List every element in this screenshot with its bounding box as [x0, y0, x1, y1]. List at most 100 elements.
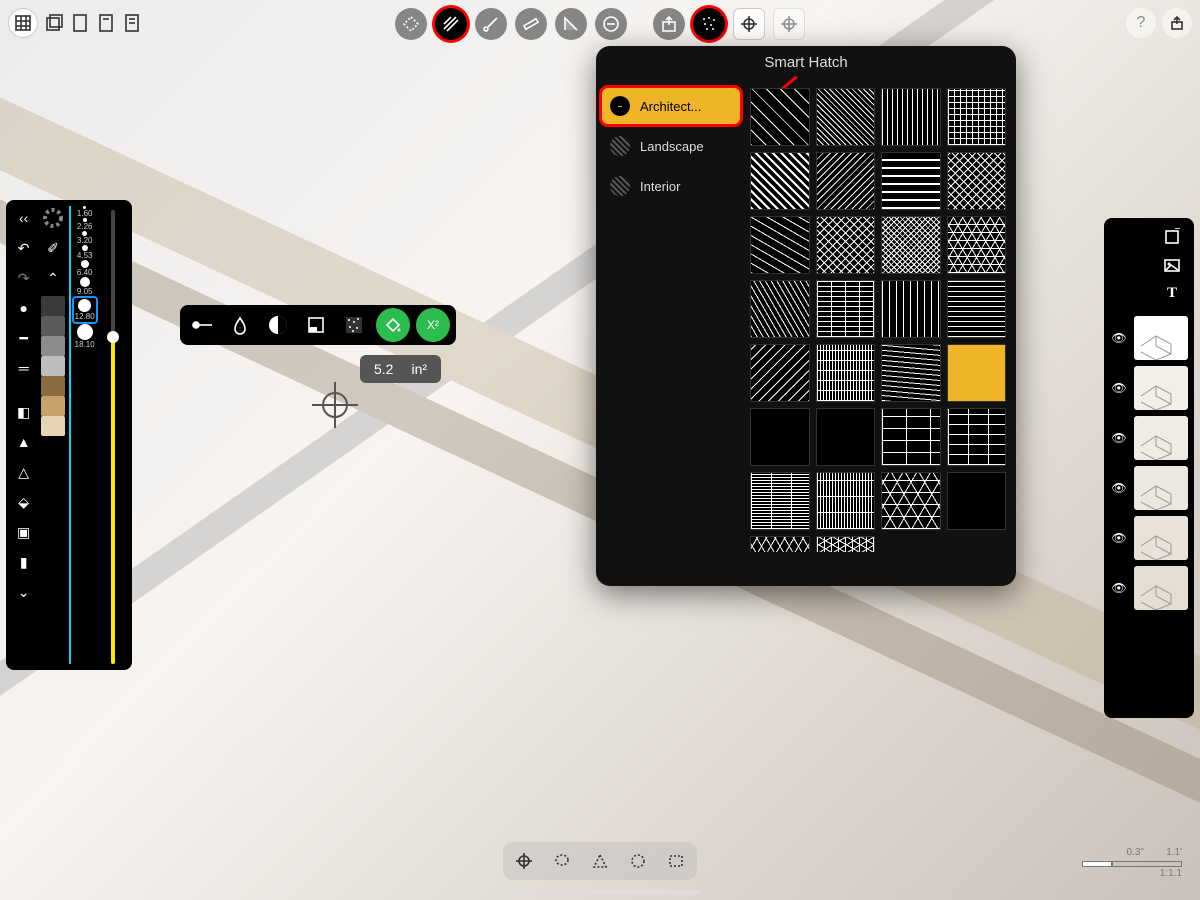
hatch-pattern[interactable] [750, 216, 810, 274]
brush-tool[interactable]: ⬙ [12, 490, 36, 514]
hatch-pattern[interactable] [881, 472, 941, 530]
undo-button[interactable]: ↶ [12, 236, 36, 260]
hatch-pattern[interactable] [881, 152, 941, 210]
layer-row[interactable]: 👁 [1110, 366, 1188, 410]
ruler-icon[interactable] [515, 8, 547, 40]
hatch-pattern[interactable] [947, 280, 1007, 338]
layer-eye-icon[interactable]: 👁 [1110, 431, 1128, 445]
area-option[interactable] [300, 309, 332, 341]
hatch-pattern[interactable] [750, 88, 810, 146]
dot-tool[interactable]: ● [12, 296, 36, 320]
brush-size-option[interactable]: 2.26 [72, 218, 98, 231]
marker-tool[interactable]: ▣ [12, 520, 36, 544]
layer-eye-icon[interactable]: 👁 [1110, 481, 1128, 495]
hatch-pattern[interactable] [750, 152, 810, 210]
hatch-pattern[interactable] [750, 408, 810, 466]
remove-icon[interactable] [595, 8, 627, 40]
brush-size-option[interactable]: 9.05 [72, 277, 98, 296]
color-swatch[interactable] [41, 356, 65, 376]
angle-icon[interactable] [555, 8, 587, 40]
grain-option[interactable] [338, 309, 370, 341]
hatch-pattern[interactable] [947, 408, 1007, 466]
fine-pen-tool[interactable]: △ [12, 460, 36, 484]
help-button[interactable]: ? [1126, 8, 1156, 38]
stroke-option[interactable] [186, 309, 218, 341]
hatch-pattern[interactable] [816, 536, 876, 552]
brush-size-option[interactable]: 1.60 [72, 206, 98, 218]
layer-thumbnail[interactable] [1134, 566, 1188, 610]
hatch-pattern[interactable] [881, 408, 941, 466]
hatch-pattern[interactable] [947, 344, 1007, 402]
doc-b-icon[interactable] [96, 13, 116, 33]
hatch-pattern[interactable] [816, 344, 876, 402]
color-swatch[interactable] [41, 336, 65, 356]
hatch-pattern[interactable] [816, 280, 876, 338]
brush-size-option[interactable]: 18.10 [72, 324, 98, 349]
color-wheel-button[interactable] [41, 206, 65, 230]
color-swatch[interactable] [41, 396, 65, 416]
hatch-category[interactable]: Architect... [602, 88, 740, 124]
brush-size-option[interactable]: 12.80 [72, 296, 98, 324]
layer-row[interactable]: 👁 [1110, 566, 1188, 610]
color-swatch[interactable] [41, 296, 65, 316]
opacity-slider[interactable] [111, 210, 115, 664]
layer-eye-icon[interactable]: 👁 [1110, 531, 1128, 545]
layer-thumbnail[interactable] [1134, 316, 1188, 360]
orbit-icon[interactable] [395, 8, 427, 40]
import-icon[interactable] [653, 8, 685, 40]
shape-tool[interactable] [583, 846, 617, 876]
color-swatch[interactable] [41, 416, 65, 436]
hatch-pattern[interactable] [750, 280, 810, 338]
layer-eye-icon[interactable]: 👁 [1110, 381, 1128, 395]
color-swatch[interactable] [41, 376, 65, 396]
hatch-pattern[interactable] [881, 344, 941, 402]
smart-hatch-icon[interactable] [693, 8, 725, 40]
rect-tool[interactable] [659, 846, 693, 876]
water-option[interactable] [224, 309, 256, 341]
hatch-pattern[interactable] [947, 152, 1007, 210]
target-a-button[interactable] [733, 8, 765, 40]
brush-size-option[interactable]: 6.40 [72, 260, 98, 277]
eraser-tool[interactable]: ◧ [12, 400, 36, 424]
layer-eye-icon[interactable]: 👁 [1110, 581, 1128, 595]
blend-option[interactable] [262, 309, 294, 341]
hatch-pattern[interactable] [816, 408, 876, 466]
hatch-pattern[interactable] [750, 344, 810, 402]
hatch-pattern[interactable] [947, 472, 1007, 530]
hatch-category[interactable]: Landscape [602, 128, 740, 164]
hatch-pattern[interactable] [881, 88, 941, 146]
circle-tool[interactable] [621, 846, 655, 876]
target-select-tool[interactable] [507, 846, 541, 876]
hatch-pattern[interactable] [816, 88, 876, 146]
hatch-pattern[interactable] [947, 216, 1007, 274]
lasso-tool[interactable] [545, 846, 579, 876]
color-swatch[interactable] [41, 316, 65, 336]
hatch-pattern[interactable] [750, 536, 810, 552]
layer-thumbnail[interactable] [1134, 516, 1188, 560]
hatch-pattern[interactable] [816, 472, 876, 530]
back-button[interactable]: ‹‹ [12, 206, 36, 230]
hatch-pattern[interactable] [816, 152, 876, 210]
layer-row[interactable]: 👁 [1110, 466, 1188, 510]
layer-row[interactable]: 👁 [1110, 316, 1188, 360]
fill-tool[interactable]: ▮ [12, 550, 36, 574]
power-button[interactable]: X² [416, 308, 450, 342]
layer-eye-icon[interactable]: 👁 [1110, 331, 1128, 345]
add-image-button[interactable] [1156, 252, 1188, 278]
hatch-pattern[interactable] [881, 216, 941, 274]
doc-c-icon[interactable] [122, 13, 142, 33]
add-text-button[interactable]: T [1156, 280, 1188, 306]
hatch-category[interactable]: Interior [602, 168, 740, 204]
brush-size-option[interactable]: 3.20 [72, 231, 98, 245]
target-b-button[interactable] [773, 8, 805, 40]
share-button[interactable] [1162, 8, 1192, 38]
pencil-tool[interactable]: ▲ [12, 430, 36, 454]
snap-icon[interactable] [475, 8, 507, 40]
hatch-fill-icon[interactable] [435, 8, 467, 40]
grid-menu-button[interactable] [8, 8, 38, 38]
hatch-pattern[interactable] [816, 216, 876, 274]
swatch-up-button[interactable]: ⌃ [41, 266, 65, 290]
line-tool[interactable]: ━ [12, 326, 36, 350]
layer-thumbnail[interactable] [1134, 366, 1188, 410]
hatch-pattern[interactable] [750, 472, 810, 530]
